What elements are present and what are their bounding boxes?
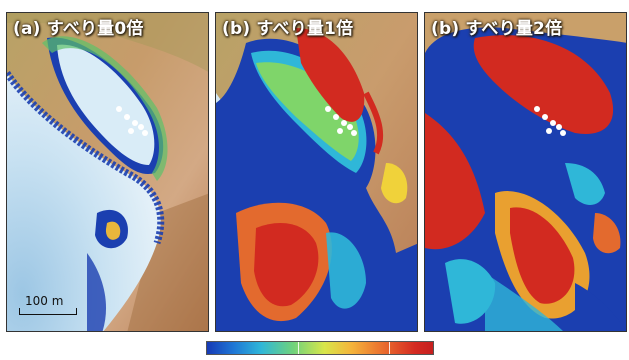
scale-label: 100 m [25, 294, 64, 308]
map-panel-c: (b) すべり量2倍 [424, 12, 627, 332]
map-panel-a: (a) すべり量0倍 100 m [6, 12, 209, 332]
colorbar-tick [389, 342, 390, 354]
terrain-map-c [425, 13, 626, 331]
map-panel-b: (b) すべり量1倍 [215, 12, 418, 332]
terrain-map-a [7, 13, 208, 331]
panel-label: (b) すべり量1倍 [222, 19, 354, 39]
scale-bar: 100 m [17, 293, 79, 317]
scale-line [19, 308, 77, 315]
colorbar [206, 341, 434, 355]
panel-label: (a) すべり量0倍 [13, 19, 144, 39]
colorbar-tick [298, 342, 299, 354]
terrain-map-b [216, 13, 417, 331]
panel-label: (b) すべり量2倍 [431, 19, 563, 39]
